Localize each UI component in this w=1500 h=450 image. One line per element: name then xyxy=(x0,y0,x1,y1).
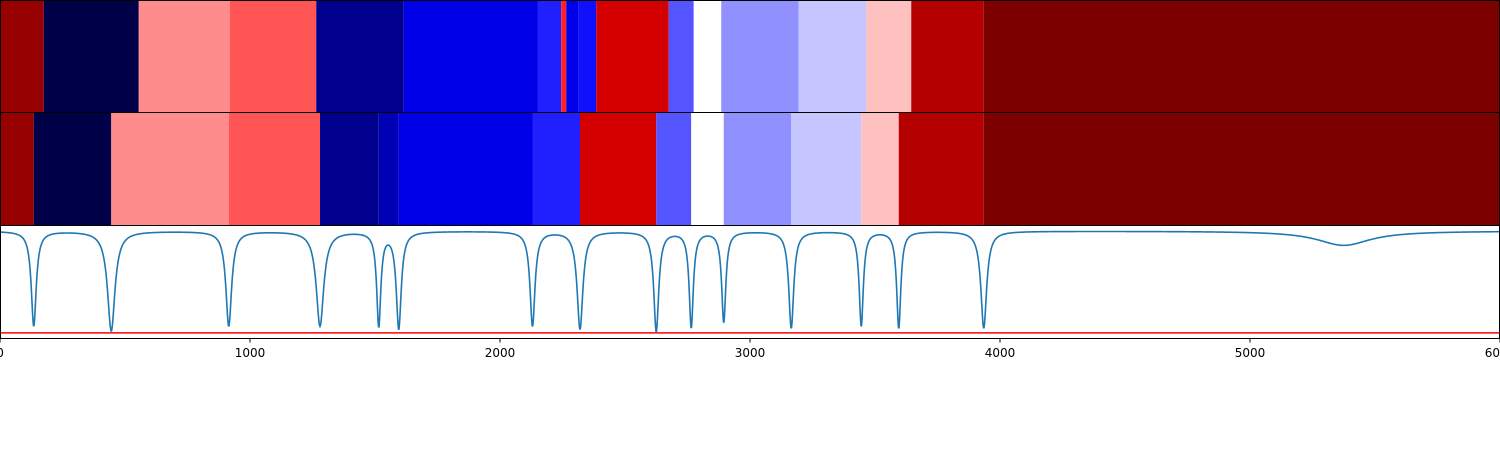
heatmap-segment xyxy=(861,113,899,225)
heatmap-segment xyxy=(561,1,567,112)
heatmap-segment xyxy=(398,113,533,225)
heatmap-segment xyxy=(532,113,580,225)
heatmap-segment xyxy=(320,113,379,225)
x-tick-label: 0 xyxy=(0,346,4,360)
heatmap-segment xyxy=(691,113,724,225)
heatmap-segment xyxy=(911,1,984,112)
heatmap-segment xyxy=(316,1,404,112)
heatmap-rows xyxy=(0,0,1500,226)
heatmap-segment xyxy=(138,1,230,112)
heatmap-segment xyxy=(228,113,320,225)
heatmap-row-1 xyxy=(0,0,1500,113)
heatmap-segment xyxy=(403,1,538,112)
heatmap-segment xyxy=(983,1,1500,112)
x-tick-label: 4000 xyxy=(985,346,1016,360)
heatmap-segment xyxy=(111,113,229,225)
heatmap-segment xyxy=(791,113,862,225)
x-axis: 0 1000 2000 3000 4000 5000 6000 xyxy=(0,338,1500,360)
heatmap-segment xyxy=(580,113,657,225)
heatmap-segment xyxy=(656,113,692,225)
signal-line xyxy=(0,230,1500,333)
heatmap-segment xyxy=(596,1,669,112)
heatmap-segment xyxy=(723,113,792,225)
heatmap-segment xyxy=(378,113,399,225)
x-tick-label: 2000 xyxy=(485,346,516,360)
heatmap-segment xyxy=(668,1,694,112)
heatmap-segment xyxy=(721,1,799,112)
heatmap-segment xyxy=(537,1,562,112)
heatmap-segment xyxy=(0,113,34,225)
heatmap-segment xyxy=(43,1,139,112)
heatmap-segment xyxy=(693,1,722,112)
x-tick-label: 5000 xyxy=(1235,346,1266,360)
signal-panel xyxy=(0,225,1500,339)
x-tick-label: 6000 xyxy=(1485,346,1500,360)
heatmap-segment xyxy=(983,113,1500,225)
heatmap-segment xyxy=(798,1,867,112)
heatmap-segment xyxy=(898,113,984,225)
heatmap-row-2 xyxy=(0,112,1500,226)
heatmap-segment xyxy=(230,1,317,112)
heatmap-segment xyxy=(33,113,112,225)
heatmap-segment xyxy=(578,1,597,112)
x-tick-label: 3000 xyxy=(735,346,766,360)
heatmap-segment xyxy=(566,1,579,112)
heatmap-segment xyxy=(866,1,912,112)
heatmap-segment xyxy=(0,1,44,112)
x-tick-label: 1000 xyxy=(235,346,266,360)
